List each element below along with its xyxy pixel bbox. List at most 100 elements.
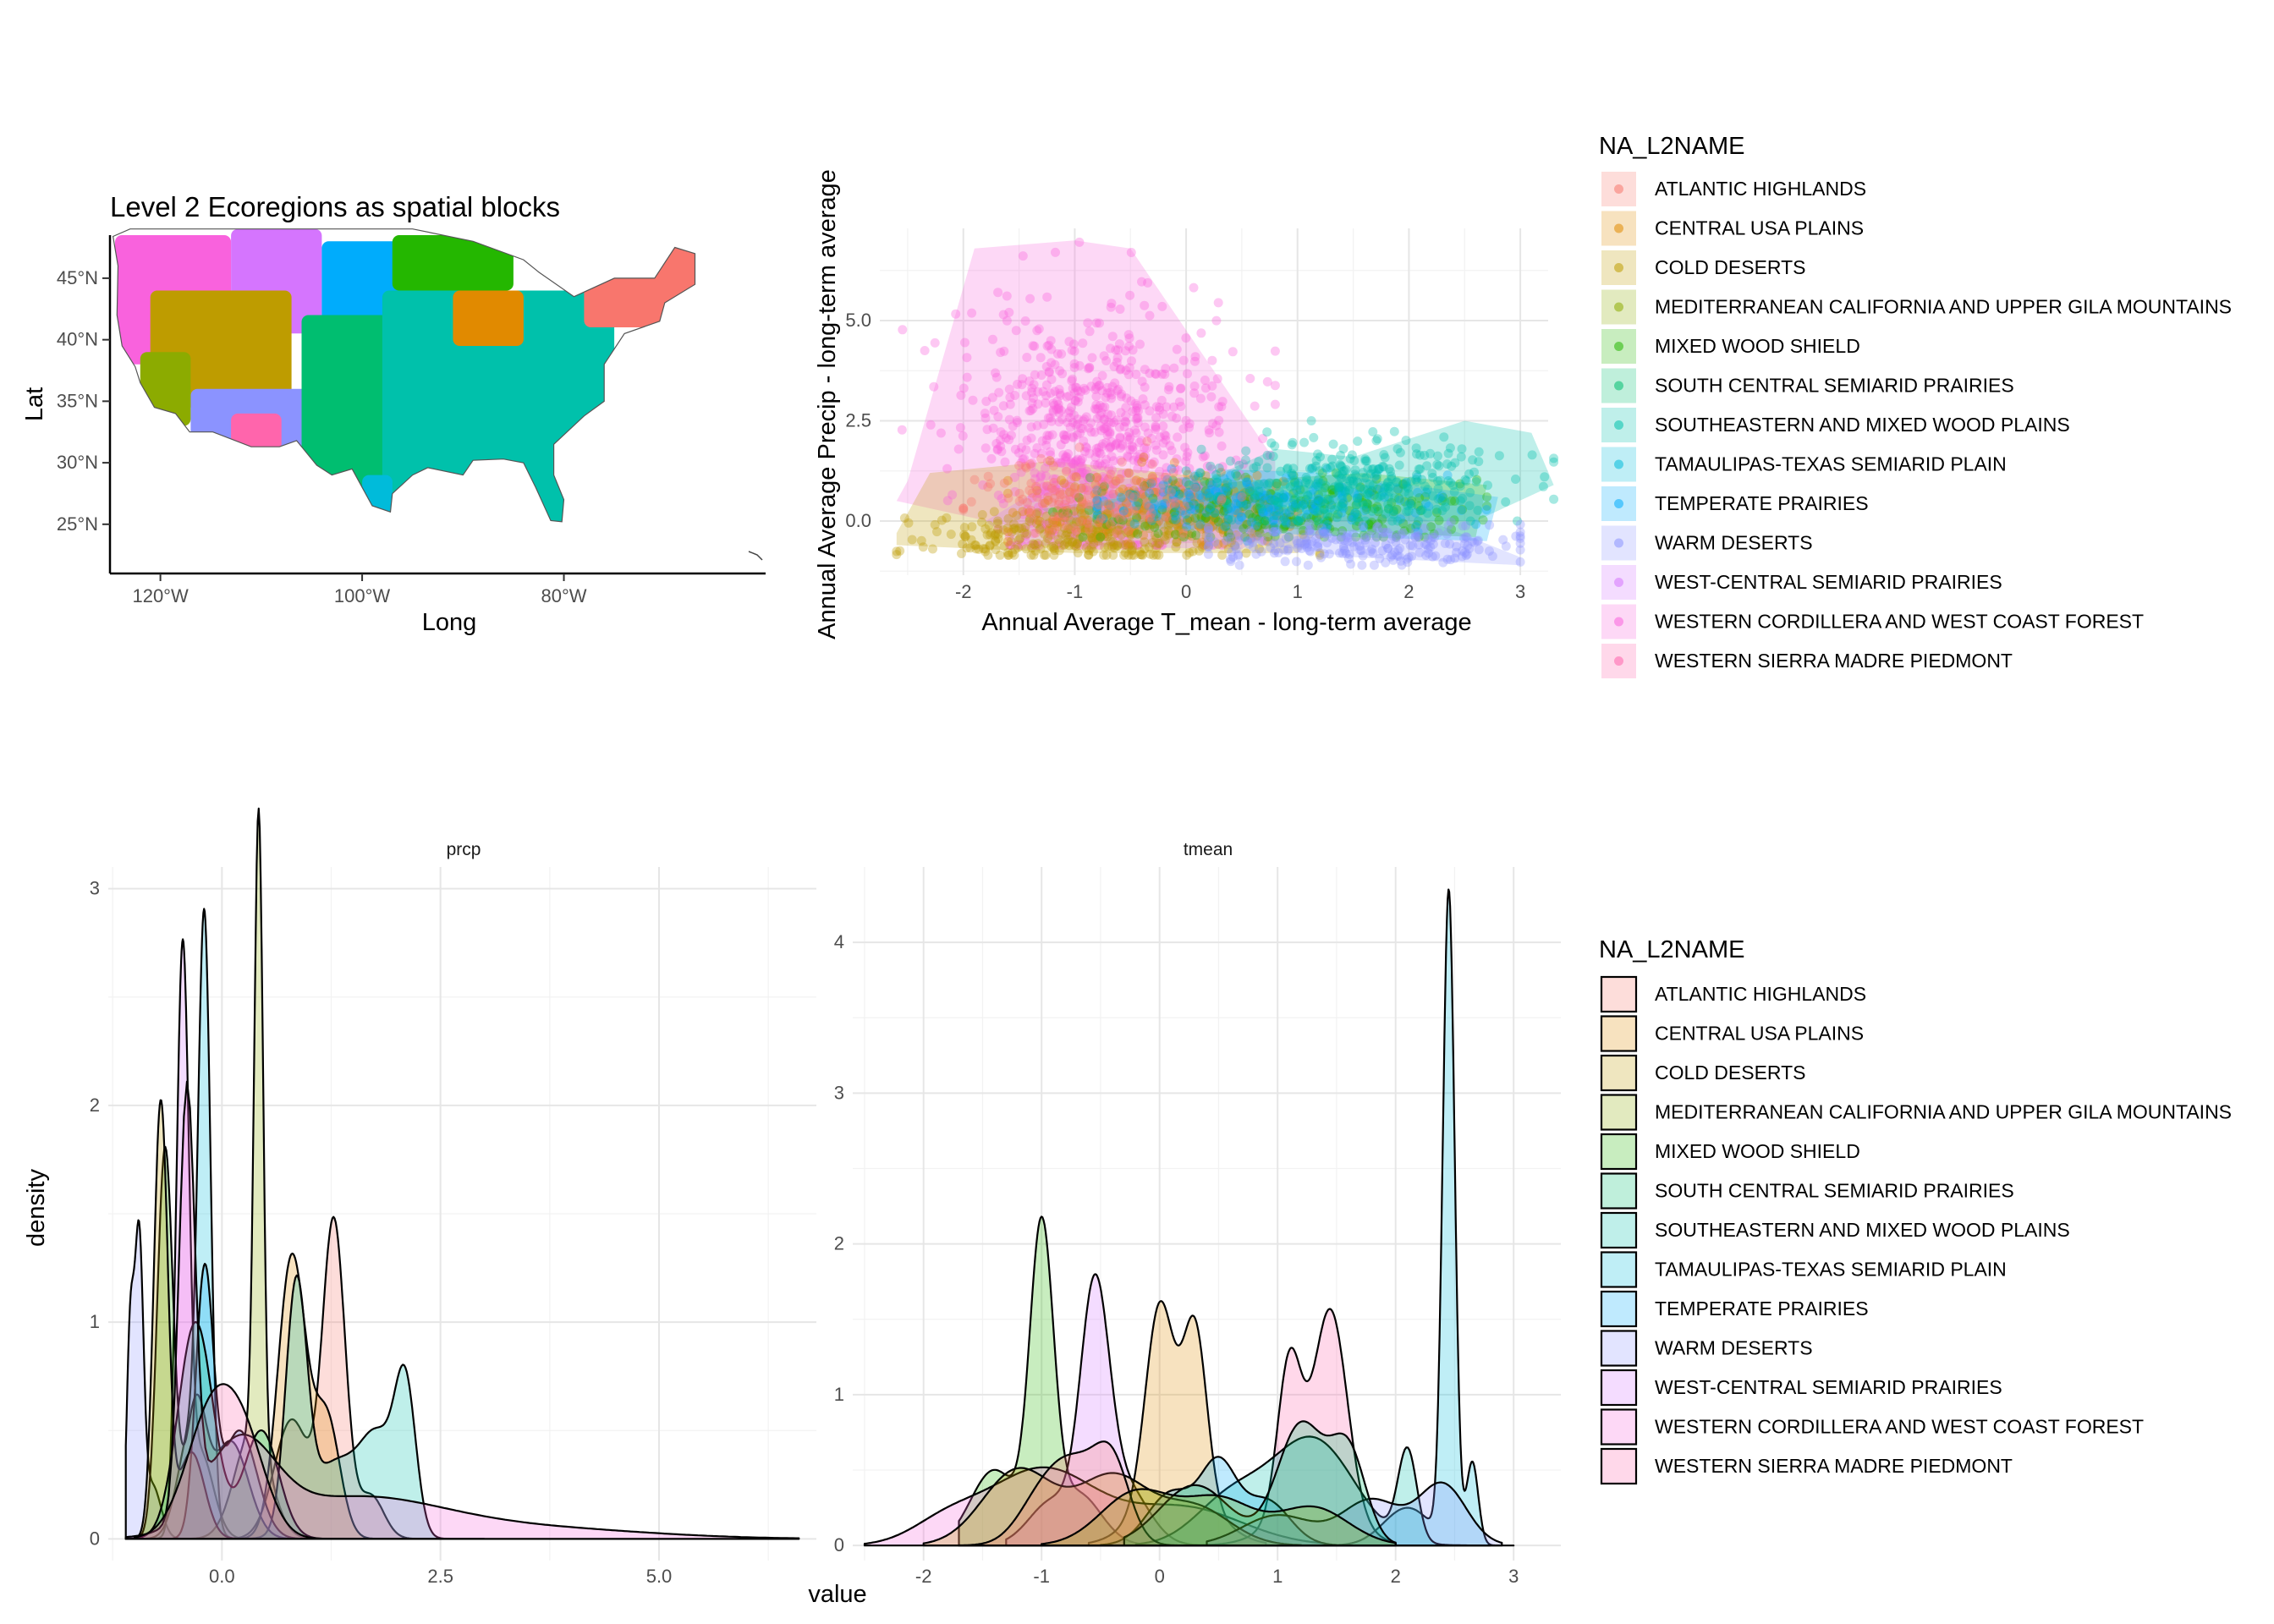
scatter-point — [998, 499, 1008, 508]
scatter-point — [1035, 544, 1046, 554]
scatter-point — [1195, 393, 1206, 403]
scatter-point — [1170, 512, 1179, 522]
scatter-point — [1062, 431, 1072, 441]
scatter-point — [1103, 541, 1113, 551]
scatter-point — [1353, 477, 1362, 487]
scatter-point — [1092, 524, 1101, 535]
scatter-point — [1279, 545, 1289, 555]
scatter-point — [1005, 540, 1015, 550]
scatter-point — [1226, 557, 1236, 567]
scatter-point — [1013, 418, 1022, 427]
scatter-point — [1421, 551, 1431, 560]
scatter-point — [1112, 515, 1122, 525]
scatter-point — [966, 497, 976, 507]
scatter-point — [1347, 450, 1357, 460]
scatter-point — [1058, 507, 1068, 517]
scatter-point — [1048, 398, 1058, 409]
scatter-point — [1383, 543, 1393, 553]
scatter-point — [1046, 358, 1057, 368]
scatter-point — [1370, 538, 1380, 548]
scatter-point — [1414, 493, 1425, 503]
scatter-point — [1370, 504, 1380, 513]
tmean-density-south-central-semiarid-prairies — [1123, 1420, 1397, 1547]
scatter-point — [1147, 516, 1157, 525]
scatter-point — [1353, 497, 1363, 507]
scatter-point — [1191, 530, 1201, 540]
scatter-point — [1230, 540, 1240, 551]
scatter-point — [1217, 402, 1227, 412]
scatter-point — [920, 346, 930, 355]
scatter-point — [1031, 509, 1041, 519]
scatter-point — [1077, 495, 1087, 504]
scatter-point — [1094, 518, 1104, 528]
scatter-point — [1035, 472, 1046, 482]
scatter-point — [1139, 455, 1149, 464]
scatter-point — [1151, 440, 1161, 450]
scatter-point — [1079, 485, 1089, 495]
scatter-point — [1052, 540, 1062, 550]
scatter-point — [1294, 516, 1304, 526]
scatter-point — [1161, 364, 1171, 374]
scatter-point — [1112, 438, 1122, 448]
scatter-point — [1060, 499, 1070, 509]
scatter-point — [1026, 479, 1036, 488]
scatter-point — [1341, 532, 1351, 542]
scatter-point — [1072, 539, 1082, 549]
scatter-point — [1184, 422, 1195, 432]
scatter-point — [1421, 499, 1431, 508]
legend-points-key-mixed-wood-shield: MIXED WOOD SHIELD — [1601, 329, 1860, 364]
scatter-point — [1184, 548, 1195, 557]
scatter-point — [1049, 400, 1059, 410]
scatter-point — [1295, 538, 1305, 548]
scatter-point — [1068, 537, 1078, 547]
scatter-point — [1414, 516, 1423, 526]
scatter-point — [1185, 499, 1195, 509]
scatter-point — [1030, 370, 1040, 380]
scatter-point — [1041, 380, 1052, 390]
scatter-point — [1437, 496, 1447, 506]
scatter-point — [1440, 497, 1450, 507]
scatter-point — [1125, 290, 1135, 300]
scatter-point — [1116, 518, 1126, 529]
scatter-point — [1080, 523, 1090, 533]
scatter-point — [1428, 491, 1438, 501]
scatter-point — [1062, 466, 1071, 476]
scatter-point — [1013, 379, 1023, 389]
scatter-point — [1026, 422, 1036, 432]
scatter-point — [1244, 484, 1255, 494]
scatter-point — [1137, 277, 1146, 287]
scatter-point — [1414, 532, 1424, 542]
scatter-point — [1334, 480, 1344, 490]
scatter-point — [1343, 492, 1353, 502]
scatter-point — [1438, 557, 1448, 568]
scatter-point — [1203, 549, 1213, 559]
scatter-point — [1068, 537, 1077, 547]
scatter-point — [1128, 442, 1138, 452]
scatter-point — [1288, 470, 1299, 480]
scatter-point — [1335, 548, 1344, 558]
scatter-point — [1445, 539, 1455, 549]
scatter-point — [1349, 488, 1359, 498]
scatter-point — [1379, 462, 1388, 472]
scatter-point — [1132, 506, 1142, 515]
scatter-point — [1223, 504, 1233, 513]
scatter-point — [1354, 483, 1365, 493]
scatter-point — [1402, 507, 1412, 517]
scatter-point — [1234, 560, 1244, 570]
scatter-point — [1182, 497, 1192, 508]
scatter-point — [1200, 477, 1210, 487]
scatter-point — [1171, 486, 1180, 497]
scatter-point — [1056, 440, 1066, 450]
scatter-point — [1107, 390, 1117, 400]
scatter-point — [1057, 369, 1068, 379]
scatter-point — [1305, 529, 1315, 538]
scatter-point — [1386, 467, 1396, 477]
scatter-point — [1049, 486, 1059, 496]
scatter-point — [1027, 458, 1037, 468]
scatter-point — [1239, 502, 1249, 512]
tmean-density-cold-deserts — [922, 1467, 1303, 1547]
scatter-point — [1104, 505, 1114, 514]
scatter-point — [1322, 520, 1332, 529]
scatter-point — [1019, 528, 1030, 538]
